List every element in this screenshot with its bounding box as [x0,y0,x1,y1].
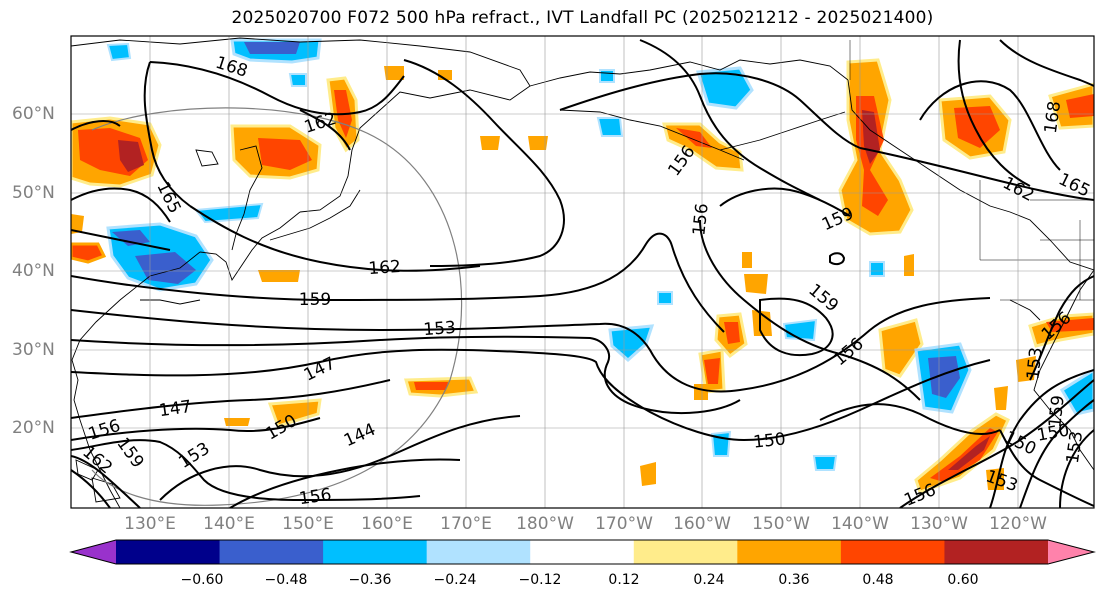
lon-label: 170°E [440,514,492,534]
anomaly-patch [596,117,624,137]
anomaly-patch [384,66,404,80]
anomaly-patch [657,291,673,305]
lon-label: 180°W [516,514,574,534]
lat-label: 50°N [12,183,55,203]
colorbar-segment [426,540,531,564]
contour-label: 162 [368,257,402,279]
anomaly-patch [724,322,740,344]
colorbar-segment [944,540,1049,564]
anomaly-patch [1046,318,1094,332]
anomaly-patch [608,324,655,362]
anomaly-patch [704,358,720,384]
contour-label: 147 [158,397,193,421]
contour-label: 153 [1063,430,1087,465]
colorbar-extend-max [1048,540,1094,564]
lon-label: 120°W [989,514,1047,534]
gridlines [71,36,1094,508]
anomaly-patch [869,261,885,277]
anomaly-patch [742,252,752,268]
contour-label: 159 [1045,394,1068,428]
colorbar-extend-min [71,540,116,564]
lon-label: 160°W [673,514,731,534]
lon-label: 130°E [124,514,176,534]
anomaly-patch [994,386,1008,410]
anomaly-patch [267,398,322,428]
colorbar-segment [323,540,428,564]
lon-label: 160°E [361,514,413,534]
colorbar-tick-label: −0.48 [264,572,308,588]
range-circle [91,107,463,506]
colorbar-segment [633,540,738,564]
lon-label: 150°E [282,514,334,534]
anomaly-patch [744,274,768,294]
anomaly-patch [696,66,754,110]
lon-label: 170°W [595,514,653,534]
lon-label: 140°W [831,514,889,534]
anomaly-patch [812,455,838,471]
colorbar-segment [116,540,221,564]
contour-label: 156 [689,202,712,236]
refractivity-contours [71,39,1094,508]
colorbar-tick-label: −0.36 [348,572,392,588]
lat-label: 20°N [12,418,55,438]
lon-label: 130°W [910,514,968,534]
anomaly-patch [224,418,250,426]
anomaly-patch [106,42,132,62]
colorbar-segment [737,540,842,564]
anomaly-patch [71,242,107,264]
anomaly-patch [118,140,144,172]
anomaly-patch [258,270,300,282]
colorbar-tick-label: 0.36 [778,572,810,588]
contour-label: 153 [423,318,457,340]
contour-label: 156 [298,485,333,509]
colorbar-tick-label: −0.60 [180,572,224,588]
colorbar-tick-label: 0.48 [862,572,894,588]
colorbar-segments [71,540,1094,564]
lon-label: 150°W [752,514,810,534]
anomaly-patch [1016,356,1036,382]
ivt-shading [71,38,1094,494]
borders [849,40,1094,301]
anomaly-patch [1066,94,1094,118]
lat-label: 40°N [12,261,55,281]
anomaly-patch [71,214,84,234]
anomaly-patch [904,254,914,276]
anomaly-patch [112,230,150,246]
lat-label: 60°N [12,104,55,124]
map-title: 2025020700 F072 500 hPa refract., IVT La… [231,8,934,28]
colorbar-tick-label: 0.24 [693,572,725,588]
colorbar-segment [219,540,324,564]
anomaly-patch [288,73,307,87]
lat-label: 30°N [12,340,55,360]
anomaly-patch [928,356,960,398]
anomaly-patch [930,428,998,482]
anomaly-patch [640,462,656,486]
colorbar-tick-label: −0.12 [518,572,562,588]
colorbar-segment [840,540,945,564]
contour-label: 150 [752,429,786,452]
colorbar-tick-label: −0.24 [433,572,477,588]
colorbar-segment [530,540,635,564]
anomaly-patch [1059,368,1094,416]
lon-label: 140°E [203,514,255,534]
anomaly-patch [480,136,500,150]
colorbar-tick-label: 0.12 [608,572,640,588]
anomaly-patch [258,138,312,170]
anomaly-patch [948,436,990,470]
anomaly-patch [244,42,300,54]
anomaly-patch [414,382,448,390]
anomaly-patch [878,318,924,378]
map-frame [70,35,1095,509]
colorbar-outline [69,539,1096,565]
anomaly-patch [752,310,772,336]
contour-label: 153 [1023,346,1046,380]
anomaly-patch [528,136,548,150]
anomaly-patch [954,106,1000,148]
contour-label: 159 [299,290,331,310]
contour-label: 168 [1041,100,1065,135]
colorbar-tick-label: 0.60 [947,572,979,588]
